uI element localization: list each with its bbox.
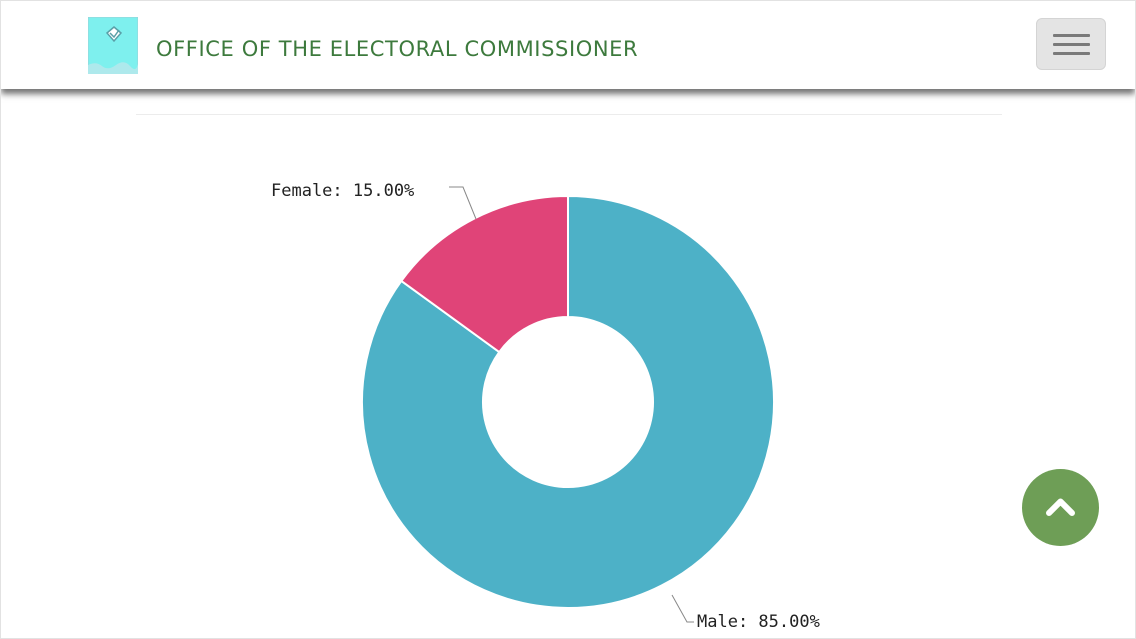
scroll-to-top-button[interactable] [1022, 469, 1099, 546]
page-title[interactable]: OFFICE OF THE ELECTORAL COMMISSIONER [156, 37, 639, 61]
leader-line-male [671, 594, 694, 623]
hamburger-menu-icon [1053, 34, 1090, 37]
data-label-female: Female: 15.00% [271, 181, 414, 201]
donut-slice-female[interactable] [399, 194, 569, 354]
ballot-box-icon[interactable] [87, 16, 139, 75]
donut-slice-male[interactable] [361, 194, 775, 609]
navbar: OFFICE OF THE ELECTORAL COMMISSIONER [1, 1, 1135, 89]
hamburger-menu-icon-bar [1053, 43, 1090, 46]
hamburger-menu-icon-bar [1053, 52, 1090, 55]
section-divider [136, 114, 1002, 115]
leader-line-female [449, 186, 477, 220]
hamburger-menu-button[interactable] [1036, 18, 1106, 70]
data-label-male: Male: 85.00% [697, 612, 820, 632]
chevron-up-icon [1046, 498, 1075, 516]
